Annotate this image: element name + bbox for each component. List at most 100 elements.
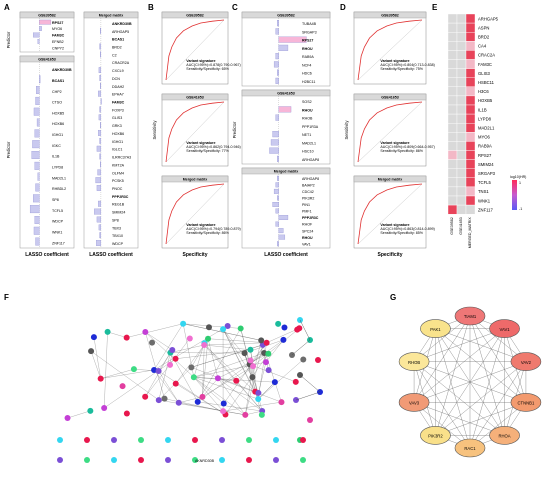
a-merged-bar bbox=[98, 130, 101, 136]
c-bot-gene-label: PIK3R2 bbox=[302, 197, 314, 201]
panel-letter-b: B bbox=[148, 3, 154, 12]
c-top-bar bbox=[279, 45, 288, 51]
f-edge bbox=[68, 411, 91, 418]
d-roc-1-title: GSE41653 bbox=[381, 96, 399, 100]
e-column-label: GSE41653 bbox=[459, 217, 463, 235]
panel-letter-e: E bbox=[432, 3, 438, 12]
f-node bbox=[248, 358, 254, 364]
e-cell bbox=[457, 169, 466, 178]
f-node bbox=[88, 348, 94, 354]
f-node bbox=[233, 378, 239, 384]
a-merged-bar bbox=[100, 83, 101, 89]
a-merged-gene-label: PNOC bbox=[112, 187, 123, 191]
c-bot-gene-label: PMF1 bbox=[302, 210, 312, 214]
c-top-gene-label: SRGAP3 bbox=[302, 30, 317, 34]
f-edge bbox=[176, 350, 251, 359]
d-roc-2-frame bbox=[354, 176, 426, 248]
e-cell bbox=[466, 32, 475, 41]
a-bottom-gene-label: BCAS1 bbox=[52, 79, 64, 83]
c-bot-gene-label: ARHGAP8 bbox=[302, 177, 319, 181]
f-edge bbox=[91, 351, 159, 400]
f-node bbox=[215, 375, 221, 381]
f-node bbox=[242, 412, 248, 418]
e-cell bbox=[448, 105, 457, 114]
d-roc-0-legend-2: Sensitivity/Specificity: 75% bbox=[380, 67, 423, 71]
e-gene-label: GLIS3 bbox=[478, 71, 491, 76]
a-bottom-title: GSE41653 bbox=[38, 58, 56, 62]
f-isolated-node bbox=[57, 457, 63, 463]
e-gene-label: HSBC11 bbox=[478, 80, 495, 85]
e-cell bbox=[457, 69, 466, 78]
panel-letter-d: D bbox=[340, 3, 346, 12]
a-merged-gene-label: CRACR2A bbox=[112, 61, 130, 65]
e-cell bbox=[448, 96, 457, 105]
c-bot-bar bbox=[279, 235, 285, 240]
f-node bbox=[281, 325, 287, 331]
e-gene-label: H3C6 bbox=[478, 89, 489, 94]
a-bottom-gene-label: HOXB6 bbox=[52, 122, 64, 126]
c-bot-gene-label: CDC42 bbox=[302, 190, 314, 194]
f-node bbox=[131, 366, 137, 372]
f-isolated-node bbox=[273, 437, 279, 443]
a-bottom-gene-label: ZNF117 bbox=[52, 241, 65, 245]
e-cell bbox=[466, 114, 475, 123]
f-edge bbox=[292, 340, 310, 355]
a-merged-bar bbox=[100, 162, 101, 168]
a-merged-bar bbox=[100, 107, 101, 113]
a-merged-bar bbox=[97, 146, 101, 152]
panel-c-lasso: GSE39582TUBA4BSRGAP3RPS27RHOURAB9ANCF4HD… bbox=[232, 12, 330, 258]
e-gene-label: SRGAP3 bbox=[478, 171, 496, 176]
c-mid-bar bbox=[279, 106, 291, 112]
c-mid-gene-label: RHOB bbox=[302, 117, 313, 121]
a-ylabel-bottom: Predictor bbox=[6, 141, 11, 158]
a-merged-gene-label: HOXB6 bbox=[112, 132, 124, 136]
e-cell bbox=[466, 78, 475, 87]
d-roc-2-title: Merged matrix bbox=[378, 178, 403, 182]
a-merged-bar bbox=[94, 209, 101, 215]
e-cell bbox=[457, 96, 466, 105]
a-merged-gene-label: CXCL9 bbox=[112, 69, 124, 73]
a-bottom-gene-label: CHP2 bbox=[52, 90, 62, 94]
d-roc-0-title: GSE39582 bbox=[381, 14, 399, 18]
f-isolated-node bbox=[111, 457, 117, 463]
a-bottom-bar bbox=[36, 184, 40, 192]
f-edge bbox=[104, 332, 107, 408]
f-isolated-node bbox=[138, 457, 144, 463]
a-merged-gene-label: GRK3 bbox=[112, 124, 122, 128]
e-legend-title: log10(HR) bbox=[510, 175, 526, 179]
f-node bbox=[142, 394, 148, 400]
a-merged-gene-label: C2 bbox=[112, 53, 117, 57]
c-mid-gene-label: SOS2 bbox=[302, 100, 312, 104]
f-node bbox=[173, 356, 179, 362]
e-cell bbox=[448, 132, 457, 141]
c-bot-gene-label: PPP2R3C bbox=[302, 216, 319, 220]
f-node bbox=[199, 394, 205, 400]
a-bottom-gene-label: SP8 bbox=[52, 198, 59, 202]
c-mid-gene-label: RHOU bbox=[302, 108, 313, 112]
a-top-bar bbox=[39, 20, 51, 24]
a-merged-bar bbox=[97, 217, 101, 223]
a-merged-gene-label: PPP2R3C bbox=[112, 195, 129, 199]
f-node bbox=[300, 356, 306, 362]
a-merged-gene-label: EPHA7 bbox=[112, 93, 124, 97]
f-node bbox=[98, 376, 104, 382]
e-gene-label: IL1B bbox=[478, 107, 487, 112]
a-merged-gene-label: REG1B bbox=[112, 203, 125, 207]
panel-f-network: AKNRD30B bbox=[57, 317, 323, 463]
e-legend-bar bbox=[512, 180, 517, 210]
e-cell bbox=[457, 105, 466, 114]
e-cell bbox=[466, 123, 475, 132]
e-gene-label: ASPN bbox=[478, 25, 489, 30]
e-cell bbox=[466, 23, 475, 32]
e-cell bbox=[466, 69, 475, 78]
c-bot-bar bbox=[273, 202, 279, 207]
e-gene-label: RAB9A bbox=[478, 144, 492, 149]
a-merged-gene-label: DDAH2 bbox=[112, 85, 124, 89]
a-bottom-gene-label: WNK1 bbox=[52, 230, 62, 234]
a-merged-gene-label: FOXP3 bbox=[112, 108, 124, 112]
f-edge bbox=[253, 328, 299, 366]
a-merged-gene-label: ANKRD30B bbox=[112, 22, 132, 26]
f-edge bbox=[296, 392, 320, 400]
e-cell bbox=[457, 14, 466, 23]
a-bottom-gene-label: HOXB5 bbox=[52, 111, 64, 115]
